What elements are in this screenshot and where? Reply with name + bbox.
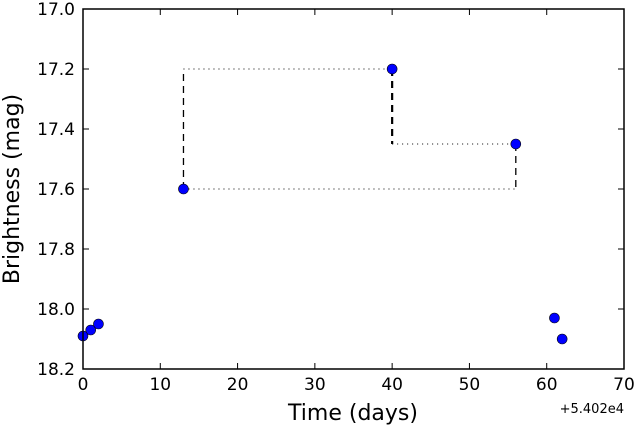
data-point: [549, 312, 560, 324]
data-point: [85, 324, 97, 336]
x-tick-label: 50: [459, 375, 481, 395]
x-tick-label: 70: [613, 375, 635, 395]
data-point: [93, 318, 104, 330]
x-tick-label: 30: [304, 375, 326, 395]
y-axis-title: Brightness (mag): [0, 94, 25, 284]
x-tick-label: 60: [536, 375, 558, 395]
x-tick-label: 20: [227, 375, 249, 395]
y-tick-label: 17.8: [37, 240, 75, 260]
annotation-lines: [182, 68, 517, 190]
data-points: [77, 63, 568, 345]
x-axis-title: Time (days): [287, 401, 418, 426]
x-tick-label: 10: [149, 375, 171, 395]
y-tick-label: 17.4: [37, 120, 75, 140]
x-tick-label: 0: [78, 375, 89, 395]
y-tick-label: 18.0: [37, 300, 75, 320]
x-axis-offset-label: +5.402e4: [560, 402, 624, 417]
y-tick-label: 17.6: [37, 180, 75, 200]
data-point: [510, 138, 522, 150]
data-point: [178, 183, 189, 195]
y-tick-label: 17.0: [37, 0, 75, 20]
y-axis-ticks: 17.0 17.2 17.4 17.6 17.8 18.0 18.2: [37, 0, 624, 380]
x-axis-ticks: 0 10 20 30 40 50 60 70: [78, 9, 635, 395]
x-tick-label: 40: [381, 375, 403, 395]
data-point: [386, 63, 398, 75]
data-point: [556, 333, 568, 345]
y-tick-label: 18.2: [37, 360, 75, 380]
y-tick-label: 17.2: [37, 60, 75, 80]
